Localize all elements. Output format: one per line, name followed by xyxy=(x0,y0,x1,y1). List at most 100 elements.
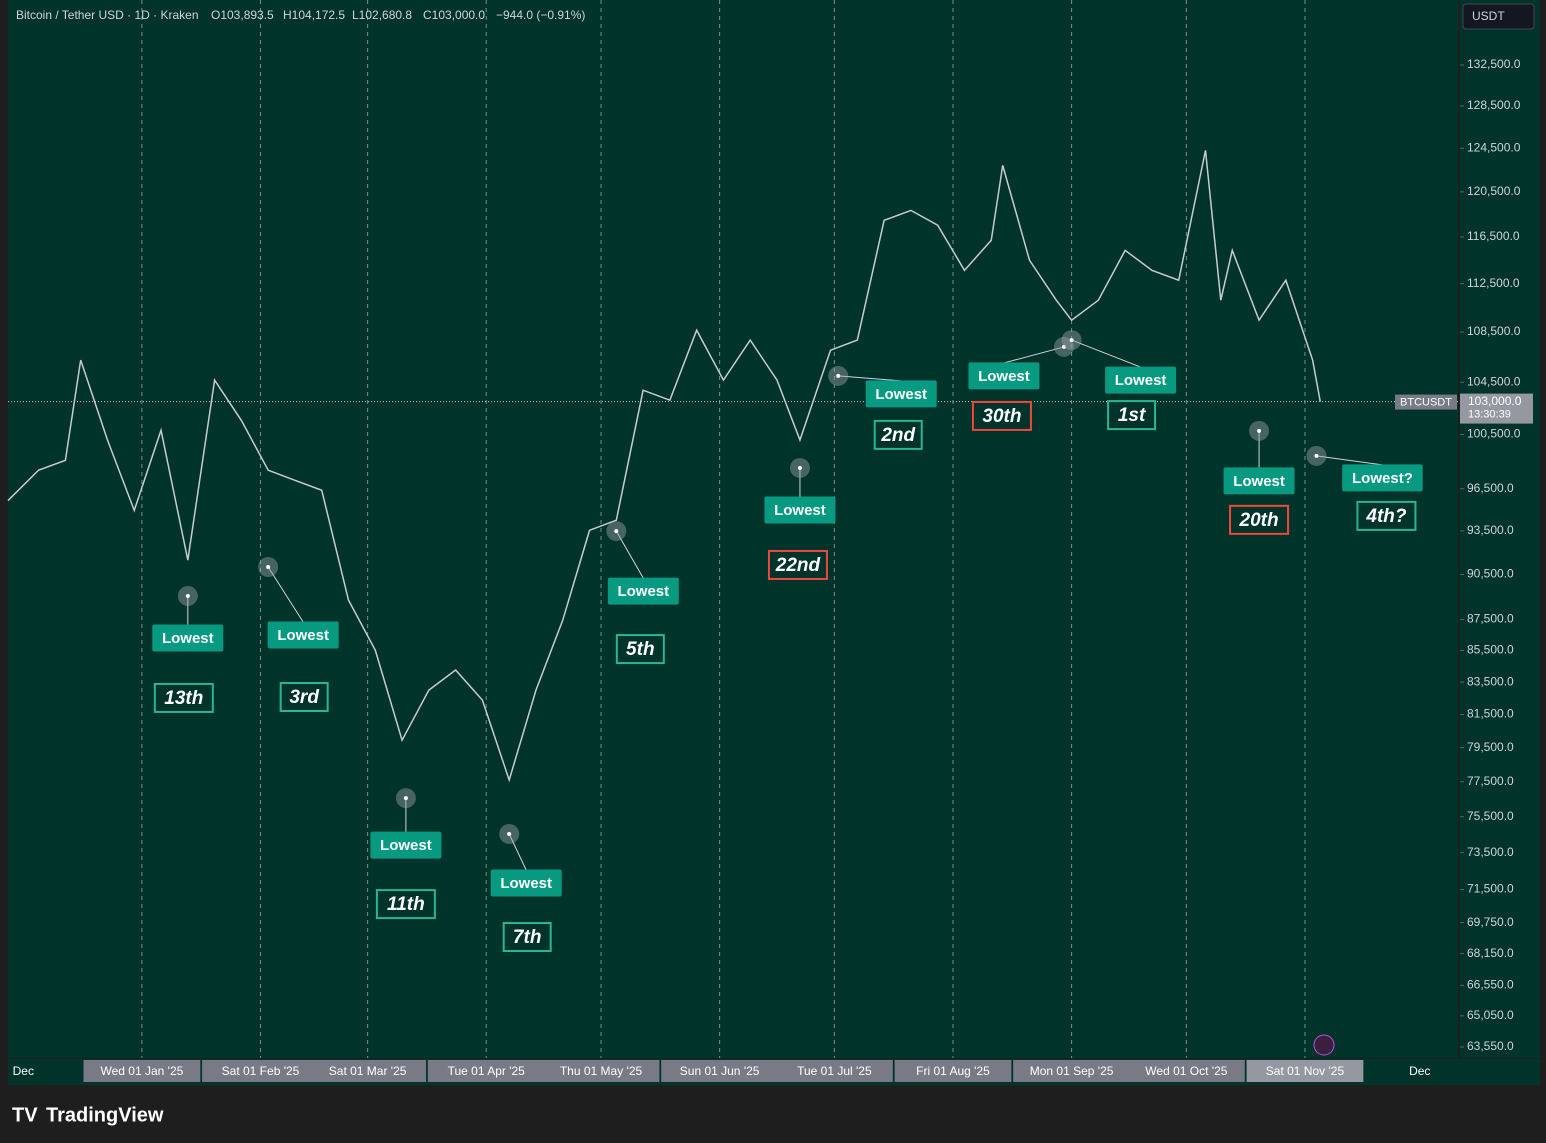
label: Lowest xyxy=(617,583,669,600)
x-tick-label: Dec xyxy=(1409,1064,1430,1078)
rank-box xyxy=(375,889,436,920)
label-box xyxy=(152,624,224,652)
rank: 20th xyxy=(1239,510,1279,531)
low-dot xyxy=(403,796,408,801)
y-tick-label: 108,500.0 xyxy=(1467,324,1521,338)
x-tick-box xyxy=(661,1060,779,1082)
label-box xyxy=(764,496,836,524)
x-tick-label: Sat 01 Mar '25 xyxy=(329,1064,407,1078)
low-dot xyxy=(1069,338,1074,343)
currency-button[interactable] xyxy=(1462,3,1535,30)
y-tick-label: 90,500.0 xyxy=(1467,567,1514,581)
label: Lowest xyxy=(875,386,927,403)
connector xyxy=(1316,455,1383,466)
y-tick-label: 116,500.0 xyxy=(1467,229,1520,243)
rank-box xyxy=(873,419,923,450)
low-dot xyxy=(1257,428,1262,433)
layer: 132,500.0 128,500.0 124,500.0 120,500.0 116,… xyxy=(7,0,1533,1082)
rank-box xyxy=(1356,500,1417,531)
x-tick-box xyxy=(202,1060,319,1082)
y-tick-label: 68,150.0 xyxy=(1467,946,1514,960)
low-dot xyxy=(1061,344,1066,349)
label-box xyxy=(968,362,1040,390)
y-tick-label: 77,500.0 xyxy=(1467,774,1514,788)
x-tick-label: Dec xyxy=(13,1064,34,1078)
rank-box xyxy=(971,400,1032,431)
rank: 3rd xyxy=(289,687,319,708)
label-box xyxy=(607,577,679,605)
brand: TradingView xyxy=(46,1104,164,1126)
rank: 13th xyxy=(164,688,203,709)
x-tick-label: Tue 01 Apr '25 xyxy=(448,1064,526,1078)
last-price-label: 103,000.0 xyxy=(1468,394,1522,408)
label: Lowest xyxy=(1233,473,1285,490)
label-box xyxy=(865,380,937,408)
x-tick-label: Sat 01 Nov '25 xyxy=(1266,1064,1345,1078)
plot-area xyxy=(8,0,1458,1058)
y-tick-label: 96,500.0 xyxy=(1467,481,1514,495)
x-tick-box xyxy=(1246,1060,1364,1082)
series-name: BTCUSDT xyxy=(1400,396,1452,408)
y-tick-label: 124,500.0 xyxy=(1467,140,1521,154)
rank: 30th xyxy=(982,406,1021,427)
y-tick-label: 81,500.0 xyxy=(1467,707,1514,721)
currency[interactable]: USDT xyxy=(1472,9,1505,23)
series-tag xyxy=(1395,394,1457,410)
connector xyxy=(1003,346,1065,364)
x-tick-label: Thu 01 May '25 xyxy=(560,1064,643,1078)
price-axis xyxy=(1460,0,1540,1058)
y-tick-label: 71,500.0 xyxy=(1467,882,1514,896)
low-dot xyxy=(797,465,802,470)
rank: 2nd xyxy=(880,425,915,446)
rank-box xyxy=(502,922,552,953)
rank: 5th xyxy=(626,639,655,660)
rank-box xyxy=(153,682,214,713)
x-tick-box xyxy=(894,1060,1012,1082)
price-line-series xyxy=(7,150,1322,783)
low-dot xyxy=(185,593,190,598)
ohlc-high: H104,172.5 xyxy=(283,8,345,22)
ohlc-change: −944.0 (−0.91%) xyxy=(496,8,585,22)
x-tick-label: Mon 01 Sep '25 xyxy=(1030,1064,1114,1078)
label-box xyxy=(1342,464,1423,492)
label: Lowest xyxy=(1115,372,1167,389)
rank-box xyxy=(767,549,828,580)
label: Lowest xyxy=(277,627,329,644)
symbol: Bitcoin / Tether USD · 1D · Kraken xyxy=(16,8,199,22)
y-tick-label: 85,500.0 xyxy=(1467,643,1514,657)
rank: 22nd xyxy=(775,555,821,576)
label-box xyxy=(267,621,339,649)
rank: 1st xyxy=(1118,405,1146,426)
x-tick-label: Tue 01 Jul '25 xyxy=(797,1064,872,1078)
x-tick-box xyxy=(427,1060,545,1082)
x-tick-label: Sat 01 Feb '25 xyxy=(222,1064,300,1078)
rank-box xyxy=(1107,400,1157,431)
label: Lowest? xyxy=(1352,470,1413,487)
low-dot xyxy=(836,373,841,378)
label-box xyxy=(1105,366,1177,394)
y-tick-label: 93,500.0 xyxy=(1467,523,1514,537)
x-tick-label: Wed 01 Oct '25 xyxy=(1145,1064,1227,1078)
rank: 7th xyxy=(513,927,542,948)
y-tick-label: 104,500.0 xyxy=(1467,374,1521,388)
y-tick-label: 65,050.0 xyxy=(1467,1008,1514,1022)
y-tick-label: 120,500.0 xyxy=(1467,184,1521,198)
y-tick-label: 87,500.0 xyxy=(1467,612,1514,626)
x-tick-box xyxy=(309,1060,427,1082)
y-tick-label: 66,550.0 xyxy=(1467,978,1514,992)
label-box xyxy=(370,831,442,859)
rank: 11th xyxy=(387,894,425,915)
x-tick-box xyxy=(83,1060,201,1082)
ohlc-low: L102,680.8 xyxy=(352,8,412,22)
connector xyxy=(1071,339,1141,368)
label: Lowest xyxy=(380,837,432,854)
last-price-box xyxy=(1460,393,1533,424)
x-tick-box xyxy=(542,1060,660,1082)
rank-box xyxy=(1229,504,1290,535)
y-tick-label: 100,500.0 xyxy=(1467,427,1521,441)
x-tick-label: Fri 01 Aug '25 xyxy=(916,1064,990,1078)
alert-icon[interactable] xyxy=(1313,1034,1335,1056)
y-tick-label: 79,500.0 xyxy=(1467,740,1514,754)
ohlc-open: O103,893.5 xyxy=(211,8,274,22)
